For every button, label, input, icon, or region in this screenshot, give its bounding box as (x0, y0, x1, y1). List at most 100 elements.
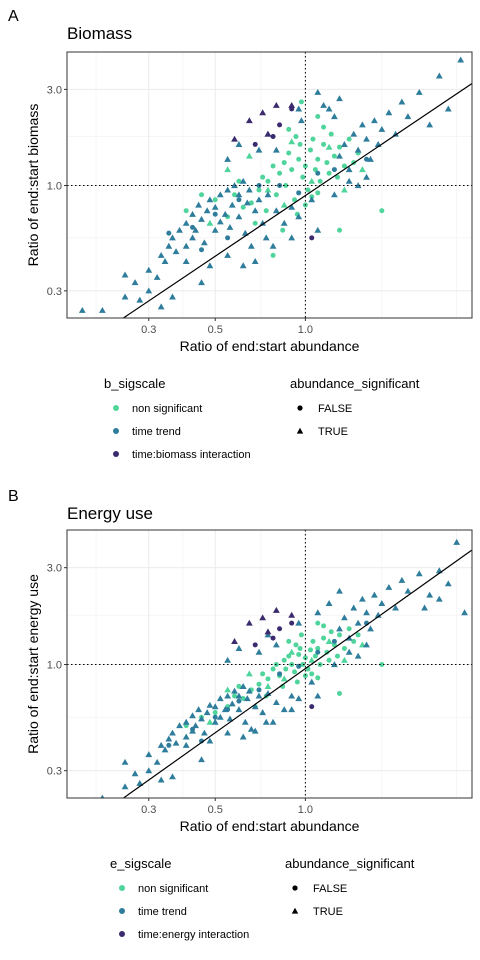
data-point-circle (183, 208, 189, 214)
data-point-triangle (221, 706, 229, 713)
data-point-circle (309, 671, 315, 677)
shape-legend-label: TRUE (313, 906, 343, 918)
data-point-circle (307, 647, 313, 653)
data-point-circle (341, 645, 347, 651)
data-point-triangle (206, 737, 214, 744)
data-point-triangle (121, 783, 129, 790)
data-point-triangle (336, 152, 343, 159)
data-point-triangle (288, 706, 296, 713)
shape-legend-label: FALSE (318, 403, 352, 415)
data-point-circle (286, 638, 292, 644)
data-point-triangle (245, 619, 253, 626)
data-point-circle (334, 174, 340, 180)
data-point-triangle (288, 692, 296, 699)
shape-legend-key-circle (292, 885, 298, 891)
data-point-triangle (259, 709, 267, 716)
data-point-triangle (136, 296, 144, 303)
data-point-triangle (272, 699, 280, 706)
data-point-circle (312, 167, 318, 173)
data-point-triangle (295, 213, 303, 220)
shape-legend-label: FALSE (313, 883, 347, 895)
data-point-triangle (228, 700, 236, 707)
shape-legend-title: abundance_significant (290, 376, 420, 391)
data-point-circle (309, 704, 315, 710)
data-point-triangle (404, 587, 412, 594)
data-point-triangle (272, 606, 280, 613)
data-point-triangle (157, 776, 165, 783)
data-point-triangle (392, 604, 399, 611)
data-point-triangle (235, 140, 243, 147)
data-point-circle (283, 666, 289, 672)
data-point-circle (302, 673, 308, 679)
data-point-triangle (295, 105, 303, 112)
data-point-triangle (206, 701, 214, 708)
fit-line (122, 83, 472, 318)
data-point-triangle (216, 695, 224, 702)
data-point-triangle (336, 95, 343, 102)
data-point-triangle (358, 595, 366, 602)
data-point-triangle (121, 293, 129, 300)
data-point-circle (270, 252, 276, 258)
data-point-circle (248, 200, 254, 206)
data-point-circle (256, 187, 262, 193)
y-tick-label: 3.0 (47, 84, 62, 96)
data-point-circle (326, 657, 332, 663)
data-point-circle (277, 671, 283, 677)
data-point-circle (300, 174, 306, 180)
data-point-triangle (371, 117, 378, 124)
data-point-circle (236, 178, 242, 184)
data-point-triangle (239, 262, 247, 269)
color-legend-key (113, 405, 119, 411)
data-point-circle (240, 204, 246, 210)
y-axis-title: Ratio of end:start energy use (25, 574, 41, 754)
data-point-circle (305, 187, 311, 193)
data-point-circle (277, 122, 283, 128)
data-point-triangle (231, 637, 238, 644)
x-axis-title: Ratio of end:start abundance (180, 818, 360, 834)
data-point-circle (300, 662, 306, 668)
data-point-circle (252, 141, 258, 147)
data-point-circle (236, 683, 242, 689)
data-point-triangle (224, 692, 232, 699)
data-point-triangle (211, 703, 219, 710)
data-point-circle (293, 642, 299, 648)
y-tick-label: 1.0 (47, 181, 62, 193)
data-point-triangle (341, 614, 348, 621)
data-point-circle (256, 183, 262, 189)
data-point-circle (289, 167, 295, 173)
data-point-triangle (255, 648, 263, 655)
data-point-circle (355, 632, 361, 638)
data-point-triangle (331, 661, 338, 668)
data-point-triangle (245, 670, 253, 677)
x-tick-label: 0.5 (208, 804, 223, 816)
shape-legend-key-triangle (296, 427, 304, 434)
data-point-triangle (251, 703, 259, 710)
data-point-triangle (198, 756, 205, 763)
data-point-triangle (363, 609, 370, 616)
data-point-circle (286, 653, 292, 659)
chart-panel-a: A Biomass 0.3 0.5 1.0 0.3 1.0 3.0 Ratio of end:s… (8, 8, 473, 461)
data-point-triangle (216, 191, 224, 198)
data-point-triangle (189, 210, 196, 217)
color-legend-title: e_sigscale (110, 856, 171, 871)
data-point-triangle (398, 98, 406, 105)
data-point-triangle (245, 186, 253, 193)
x-axis-title: Ratio of end:start abundance (180, 338, 360, 354)
data-point-triangle (435, 72, 443, 79)
data-point-triangle (235, 191, 243, 198)
panel-title: Energy use (67, 504, 153, 523)
data-point-triangle (195, 706, 202, 713)
data-point-triangle (247, 242, 255, 249)
data-point-triangle (243, 199, 251, 206)
plot-border (66, 51, 473, 319)
data-point-triangle (161, 258, 169, 264)
data-point-triangle (145, 767, 153, 774)
data-point-triangle (264, 130, 272, 137)
data-point-triangle (235, 213, 243, 220)
data-point-triangle (165, 242, 173, 249)
data-point-circle (260, 174, 266, 180)
data-point-circle (321, 124, 327, 130)
data-point-triangle (189, 712, 196, 719)
x-tick-label: 0.5 (208, 324, 223, 336)
